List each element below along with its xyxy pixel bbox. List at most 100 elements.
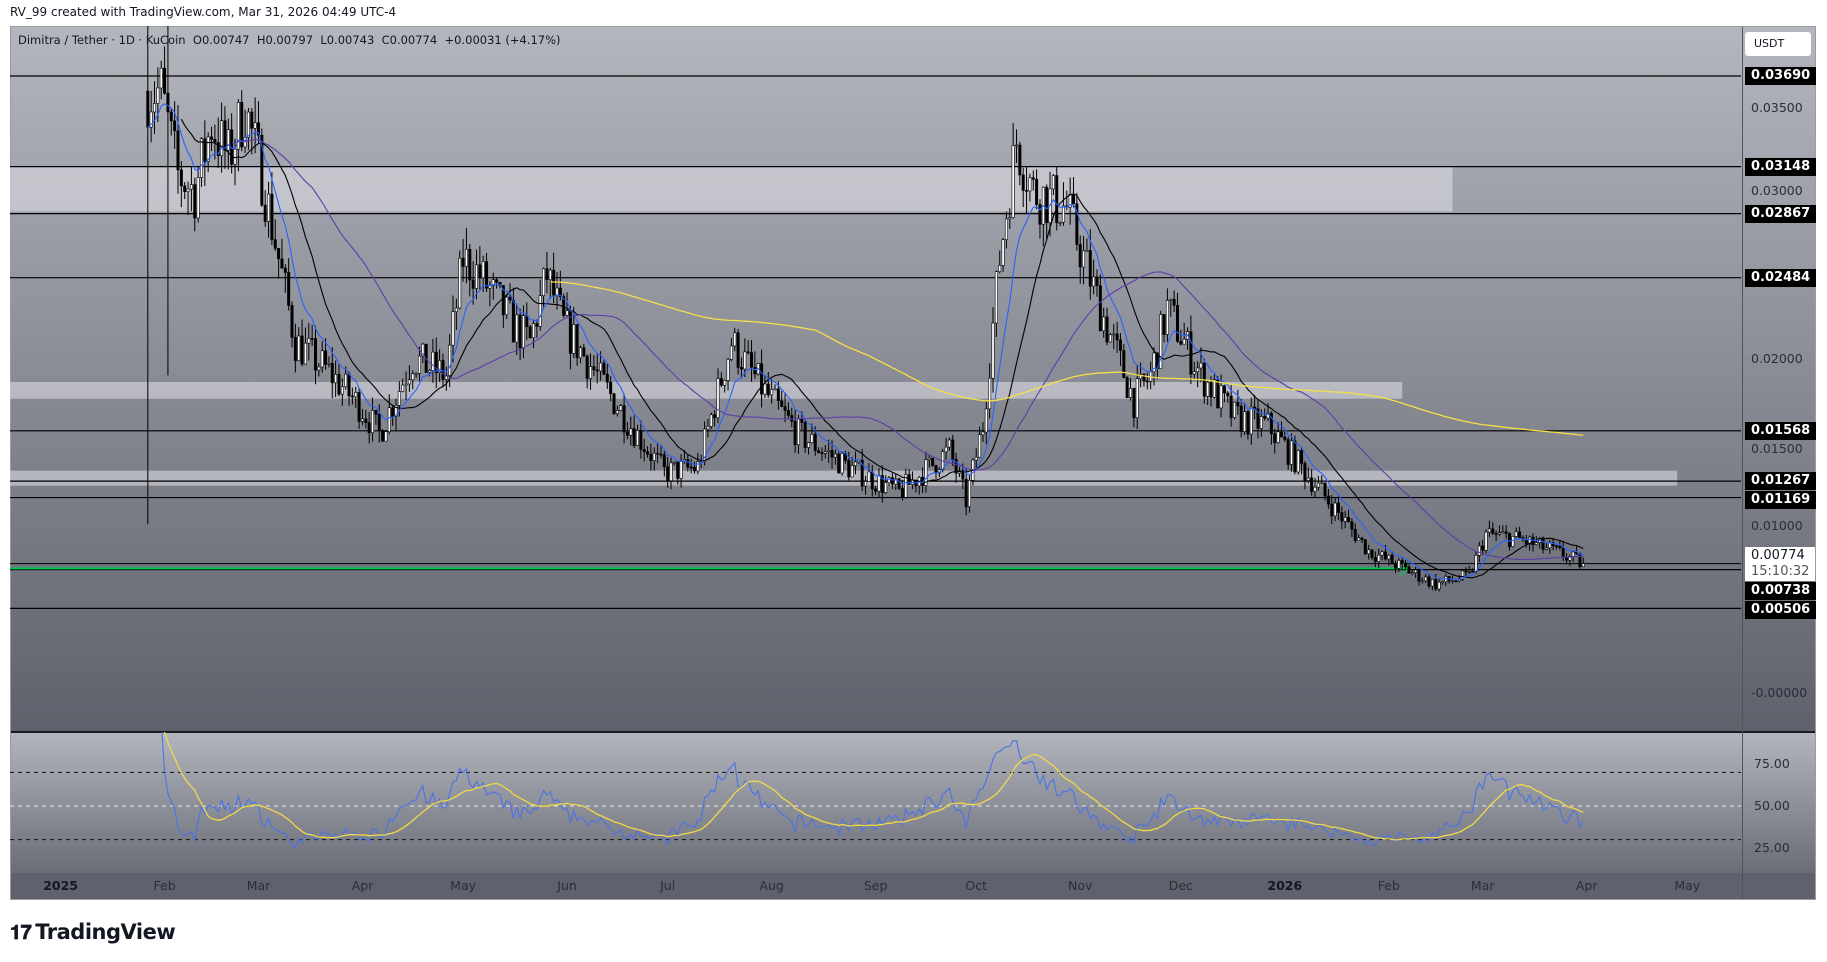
time-tick: Aug — [759, 878, 784, 893]
candle-body — [1363, 539, 1367, 555]
candle-body — [501, 285, 505, 316]
candle-body — [377, 413, 381, 431]
candle-body — [1182, 338, 1186, 345]
candle-body — [1417, 569, 1421, 582]
candle-body — [924, 459, 928, 486]
candle-body — [646, 451, 650, 455]
candle-body — [407, 379, 411, 385]
candle-body — [1021, 174, 1025, 191]
candle-body — [250, 111, 254, 129]
candle-body — [713, 414, 717, 419]
candle-body — [780, 400, 784, 407]
candle-body — [1554, 545, 1558, 548]
candle-body — [273, 239, 277, 249]
candle-body — [696, 461, 700, 472]
candle-body — [622, 405, 626, 433]
candle-body — [263, 204, 267, 222]
candle-body — [1222, 385, 1226, 394]
candle-body — [1373, 557, 1377, 562]
time-tick: Oct — [965, 878, 988, 893]
candle-body — [1467, 570, 1471, 573]
rsi-plot — [10, 732, 1741, 850]
candle-body — [1259, 416, 1263, 429]
candle-body — [1078, 244, 1082, 268]
candle-body — [1353, 528, 1357, 541]
candle-body — [1414, 569, 1418, 573]
candle-body — [927, 457, 931, 460]
candle-body — [324, 350, 328, 365]
candle-body — [652, 452, 656, 461]
candle-body — [612, 393, 616, 414]
candle-body — [438, 360, 442, 374]
candle-body — [183, 185, 187, 192]
candle-body — [1092, 276, 1096, 287]
candle-body — [572, 324, 576, 354]
sr-zone — [10, 470, 1678, 486]
candle-body — [810, 434, 814, 443]
candle-body — [733, 332, 737, 347]
chart-frame[interactable] — [10, 26, 1816, 900]
candle-body — [1145, 380, 1149, 383]
candle-body — [1336, 502, 1340, 513]
moving-average-ma20 — [180, 118, 1584, 579]
price-level-label: 0.01169 — [1745, 491, 1817, 510]
candle-body — [1343, 517, 1347, 522]
candle-body — [693, 466, 697, 472]
time-axis[interactable] — [11, 873, 1815, 899]
candle-body — [807, 442, 811, 448]
tradingview-logo[interactable]: 𝟏𝟕 TradingView — [10, 920, 176, 944]
candle-body — [538, 295, 542, 327]
candle-body — [555, 287, 559, 296]
candle-body — [320, 350, 324, 368]
time-tick: Jun — [557, 878, 577, 893]
candle-body — [679, 461, 683, 479]
rsi-pane[interactable] — [11, 733, 1815, 873]
candle-body — [223, 120, 227, 151]
candle-body — [1528, 536, 1532, 545]
candle-body — [1501, 531, 1505, 534]
candle-body — [156, 87, 160, 104]
candle-body — [1420, 580, 1424, 583]
price-tick: -0.00000 — [1751, 685, 1808, 700]
candle-body — [327, 363, 331, 365]
candle-body — [193, 184, 197, 219]
candle-body — [303, 342, 307, 365]
time-tick: Mar — [246, 878, 271, 893]
candle-body — [1011, 145, 1015, 218]
candle-body — [1481, 545, 1485, 551]
candle-body — [669, 462, 673, 482]
candle-body — [421, 343, 425, 357]
candle-body — [1004, 218, 1008, 241]
candle-body — [1407, 566, 1411, 574]
candle-body — [833, 453, 837, 458]
currency-button[interactable]: USDT — [1745, 32, 1811, 56]
candle-body — [998, 265, 1002, 272]
candle-body — [1504, 531, 1508, 534]
candle-body — [1135, 378, 1139, 419]
candle-body — [894, 478, 898, 485]
candle-body — [599, 362, 603, 372]
candle-body — [716, 378, 720, 419]
candle-body — [736, 332, 740, 368]
price-pane[interactable] — [11, 27, 1815, 732]
candle-body — [1269, 412, 1273, 434]
candle-body — [662, 454, 666, 467]
candle-body — [1129, 388, 1133, 398]
candle-body — [988, 377, 992, 410]
candle-body — [485, 261, 489, 289]
candle-body — [796, 418, 800, 446]
candle-body — [1565, 557, 1569, 561]
candle-body — [827, 450, 831, 452]
candle-body — [1283, 436, 1287, 440]
pane-separator[interactable] — [11, 731, 1815, 733]
candle-body — [1497, 532, 1501, 535]
candle-body — [1357, 537, 1361, 541]
candle-body — [984, 408, 988, 433]
price-tick: 0.01500 — [1751, 440, 1803, 456]
price-tick: 0.01000 — [1751, 517, 1803, 533]
candle-body — [864, 481, 868, 487]
candle-body — [1095, 276, 1099, 286]
price-level-label: 0.01568 — [1745, 421, 1817, 440]
time-tick: May — [450, 878, 476, 893]
candle-body — [900, 488, 904, 498]
